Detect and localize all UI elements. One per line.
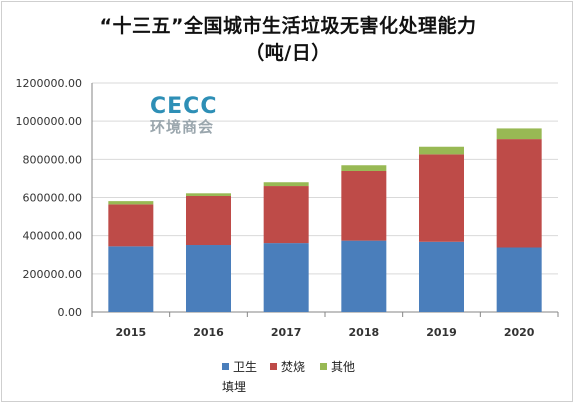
y-tick-label: 1200000.00 — [16, 77, 82, 90]
cecc-watermark-logo: CECC 环境商会 — [150, 96, 220, 142]
bar-other — [263, 182, 309, 187]
bar-landfill — [263, 243, 309, 312]
bar-landfill — [341, 240, 387, 312]
legend-item-incineration: 焚烧 — [270, 358, 305, 375]
y-tick-label: 0.00 — [58, 306, 83, 319]
x-tick-label: 2020 — [504, 326, 535, 339]
bar-landfill — [108, 246, 154, 312]
legend-label-landfill-line2: 填埋 — [222, 380, 247, 394]
watermark-fine-print — [150, 136, 220, 142]
bar-other — [186, 193, 231, 196]
bar-incineration — [419, 154, 464, 242]
watermark-sub: 环境商会 — [150, 118, 215, 136]
bar-landfill — [419, 241, 464, 312]
watermark-mark: CECC — [150, 94, 218, 119]
x-tick-label: 2018 — [349, 326, 380, 339]
legend-label-landfill: 卫生填埋 — [222, 360, 257, 395]
legend-item-landfill: 卫生填埋 — [222, 358, 257, 395]
bar-other — [108, 201, 154, 205]
bar-incineration — [341, 170, 387, 241]
y-tick-label: 1000000.00 — [16, 115, 82, 128]
y-tick-label: 400000.00 — [23, 230, 83, 243]
bar-other — [341, 165, 387, 171]
x-tick-label: 2017 — [271, 326, 302, 339]
legend-label-other: 其他 — [331, 360, 356, 374]
legend-label-incineration: 焚烧 — [281, 360, 306, 374]
legend-swatch-other — [320, 363, 327, 370]
chart-title: “十三五”全国城市生活垃圾无害化处理能力 — [99, 15, 477, 37]
bar-incineration — [186, 195, 231, 246]
bar-other — [419, 146, 464, 155]
x-tick-label: 2019 — [426, 326, 457, 339]
legend-label-landfill-line1: 卫生 — [233, 360, 258, 374]
legend-swatch-incineration — [270, 363, 277, 370]
bar-incineration — [108, 204, 154, 247]
bar-incineration — [496, 139, 542, 248]
y-tick-label: 600000.00 — [23, 192, 83, 205]
bar-other — [496, 128, 542, 140]
y-tick-label: 200000.00 — [23, 268, 83, 281]
x-tick-label: 2016 — [193, 326, 224, 339]
bar-landfill — [496, 247, 542, 312]
bar-landfill — [186, 245, 231, 312]
chart-subtitle-unit: （吨/日） — [245, 42, 331, 64]
bar-incineration — [263, 186, 309, 244]
y-tick-label: 800000.00 — [23, 153, 83, 166]
x-tick-label: 2015 — [116, 326, 147, 339]
legend-item-other: 其他 — [320, 358, 355, 375]
legend-swatch-landfill — [222, 363, 229, 370]
